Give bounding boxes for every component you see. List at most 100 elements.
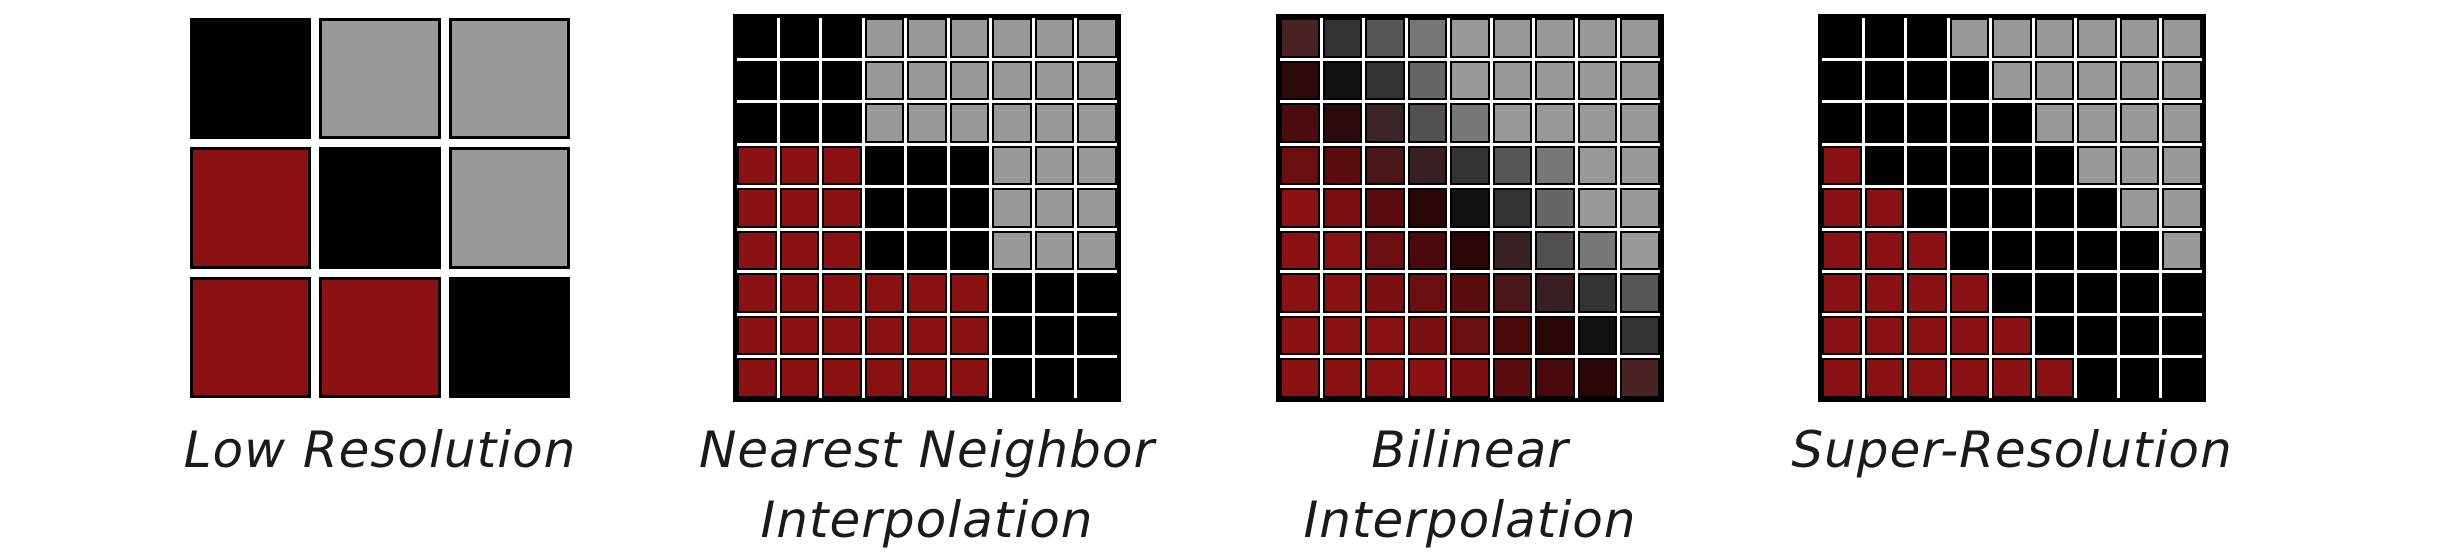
pixel-cell <box>1577 18 1618 58</box>
pixel-cell <box>1577 273 1618 313</box>
pixel-cell <box>1620 230 1660 271</box>
pixel-cell <box>1992 145 2032 186</box>
pixel-cell <box>2077 315 2117 356</box>
pixel-cell <box>2034 60 2075 101</box>
pixel-cell <box>1864 358 1905 398</box>
pixel-cell <box>779 60 820 101</box>
pixel-cell <box>1322 188 1363 228</box>
pixel-cell <box>1365 315 1405 356</box>
pixel-cell <box>2034 18 2075 58</box>
pixel-cell <box>949 18 990 58</box>
pixel-cell <box>1535 145 1575 186</box>
pixel-cell <box>1535 273 1575 313</box>
pixel-cell <box>737 145 777 186</box>
pixel-cell <box>864 60 905 101</box>
pixel-cell <box>1864 315 1905 356</box>
pixel-cell <box>1407 358 1448 398</box>
pixel-cell <box>1577 230 1618 271</box>
pixel-cell <box>319 147 441 269</box>
pixel-cell <box>1034 145 1075 186</box>
pixel-cell <box>907 145 947 186</box>
pixel-cell <box>1034 273 1075 313</box>
pixel-cell <box>2077 273 2117 313</box>
pixel-cell <box>1450 188 1490 228</box>
pixel-cell <box>1034 18 1075 58</box>
pixel-cell <box>1077 230 1117 271</box>
pixel-cell <box>1907 315 1947 356</box>
label-line: Low Resolution <box>183 421 577 479</box>
pixel-cell <box>1992 358 2032 398</box>
pixel-cell <box>1949 103 1990 143</box>
pixel-cell <box>1407 145 1448 186</box>
pixel-grid <box>190 18 570 398</box>
pixel-cell <box>1992 273 2032 313</box>
pixel-cell <box>992 273 1032 313</box>
pixel-cell <box>1450 358 1490 398</box>
pixel-cell <box>1492 273 1533 313</box>
pixel-cell <box>864 230 905 271</box>
pixel-cell <box>2077 188 2117 228</box>
pixel-cell <box>1535 103 1575 143</box>
pixel-cell <box>1907 103 1947 143</box>
pixel-cell <box>1450 145 1490 186</box>
pixel-cell <box>2119 145 2160 186</box>
pixel-cell <box>1620 358 1660 398</box>
pixel-cell <box>1280 145 1320 186</box>
pixel-cell <box>1034 315 1075 356</box>
pixel-cell <box>907 230 947 271</box>
pixel-cell <box>1907 358 1947 398</box>
pixel-cell <box>864 18 905 58</box>
pixel-cell <box>1992 188 2032 228</box>
pixel-cell <box>822 358 862 398</box>
pixel-cell <box>1492 18 1533 58</box>
pixel-cell <box>2077 230 2117 271</box>
label-line: Nearest Neighbor <box>698 421 1156 479</box>
pixel-cell <box>1407 230 1448 271</box>
pixel-cell <box>864 273 905 313</box>
pixel-cell <box>1822 145 1862 186</box>
pixel-cell <box>1492 60 1533 101</box>
pixel-cell <box>949 315 990 356</box>
pixel-cell <box>1864 230 1905 271</box>
pixel-cell <box>2034 358 2075 398</box>
pixel-cell <box>1949 230 1990 271</box>
pixel-cell <box>907 18 947 58</box>
pixel-cell <box>1992 60 2032 101</box>
pixel-cell <box>907 358 947 398</box>
pixel-cell <box>1822 103 1862 143</box>
pixel-cell <box>2034 103 2075 143</box>
pixel-cell <box>1407 103 1448 143</box>
pixel-cell <box>737 60 777 101</box>
pixel-cell <box>1077 103 1117 143</box>
pixel-cell <box>1280 315 1320 356</box>
pixel-cell <box>1034 103 1075 143</box>
pixel-cell <box>2162 103 2202 143</box>
pixel-cell <box>1407 315 1448 356</box>
pixel-cell <box>864 145 905 186</box>
pixel-cell <box>949 230 990 271</box>
pixel-cell <box>1949 358 1990 398</box>
pixel-cell <box>190 147 312 269</box>
pixel-cell <box>1077 18 1117 58</box>
pixel-cell <box>1822 358 1862 398</box>
pixel-cell <box>1620 315 1660 356</box>
pixel-cell <box>1407 18 1448 58</box>
pixel-cell <box>1365 60 1405 101</box>
pixel-cell <box>1077 145 1117 186</box>
pixel-cell <box>1907 230 1947 271</box>
pixel-cell <box>1864 145 1905 186</box>
pixel-cell <box>1280 60 1320 101</box>
pixel-cell <box>1864 60 1905 101</box>
pixel-cell <box>448 276 570 398</box>
pixel-cell <box>822 145 862 186</box>
pixel-cell <box>1365 188 1405 228</box>
pixel-cell <box>2162 188 2202 228</box>
pixel-cell <box>448 18 570 140</box>
pixel-cell <box>779 103 820 143</box>
pixel-cell <box>864 103 905 143</box>
pixel-cell <box>1907 60 1947 101</box>
pixel-cell <box>1577 315 1618 356</box>
pixel-cell <box>190 276 312 398</box>
pixel-cell <box>1077 60 1117 101</box>
pixel-cell <box>1535 358 1575 398</box>
